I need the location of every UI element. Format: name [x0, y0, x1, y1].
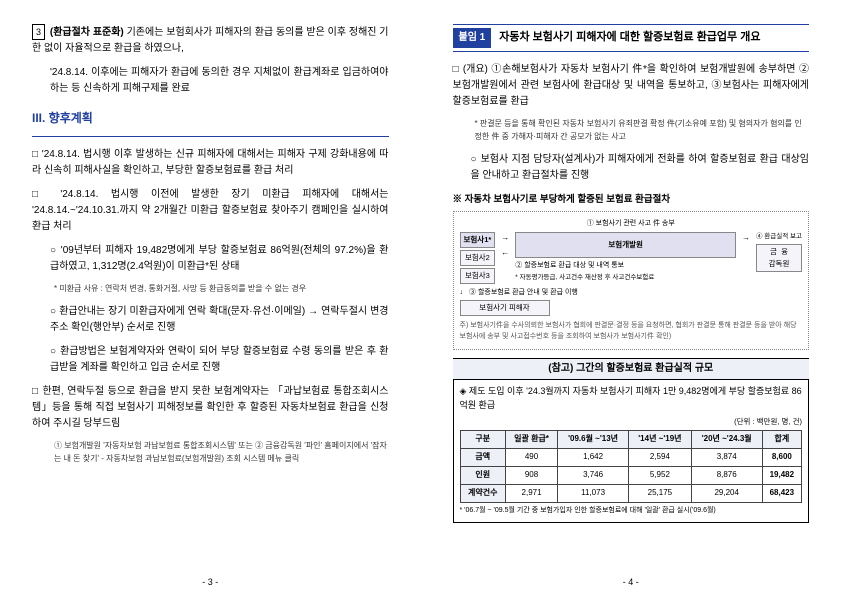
reference-box-body: ◈ 제도 도입 이후 '24.3월까지 자동차 보험사기 피해자 1만 9,48…: [453, 380, 810, 523]
arrow-down-icon: ↓: [460, 287, 464, 298]
page-number-left: - 3 -: [202, 575, 218, 589]
diagram-step-3: ③ 할증보험료 환급 안내 및 환급 이행: [469, 287, 578, 298]
plan-p2: □ '24.8.14. 법시행 이전에 발생한 장기 미환급 피해자에 대해서는…: [32, 187, 389, 235]
overview-p1: □ (개요) ①손해보험사가 자동차 보험사기 件*을 확인하여 보험개발원에 …: [453, 62, 810, 110]
diagram-step-4: ④ 환급실적 보고: [756, 232, 802, 242]
reference-box-title: (참고) 그간의 할증보험료 환급실적 규모: [453, 358, 810, 380]
diagram-footnote: 주) 보험사기件을 수사의뢰한 보험사가 협회에 판결문·결정 등을 요청하면,…: [460, 320, 803, 342]
th-period1: '09.6월 ~'13년: [558, 431, 629, 449]
table-header: 구분 일괄 환급* '09.6월 ~'13년 '14년 ~'19년 '20년 ~…: [460, 431, 802, 449]
attachment-badge: 붙임 1: [453, 28, 492, 48]
section-3-heading: III. 향후계획: [32, 109, 389, 128]
diagram-arrows-2: →: [742, 232, 750, 245]
plan-p1: □ '24.8.14. 법시행 이후 발생하는 신규 피해자에 대해서는 피해자…: [32, 147, 389, 179]
page-left: 3 (환급절차 표준화) 기존에는 보험회사가 피해자의 환급 동의를 받은 이…: [0, 0, 421, 595]
plan-p2-note: * 미환급 사유 : 연락처 변경, 통화거절, 사망 등 환급동의를 받을 수…: [32, 283, 389, 296]
item-3-sub: '24.8.14. 이후에는 피해자가 환급에 동의한 경우 지체없이 환급계좌…: [32, 65, 389, 97]
item-3: 3 (환급절차 표준화) 기존에는 보험회사가 피해자의 환급 동의를 받은 이…: [32, 24, 389, 57]
arrow-left-icon: ←: [501, 247, 509, 260]
overview-note: * 판결문 등을 통해 확인된 자동차 보험사기 유죄판결 확정 件(기소유예 …: [453, 118, 810, 144]
table-body: 금액 490 1,642 2,594 3,874 8,600 인원 908 3,…: [460, 449, 802, 502]
diagram-box-kidi: 보험개발원: [515, 232, 736, 258]
diagram-bottom-row: ↓ ③ 할증보험료 환급 안내 및 환급 이행: [460, 287, 803, 298]
page-right: 붙임 1 자동차 보험사기 피해자에 대한 할증보험료 환급업무 개요 □ (개…: [421, 0, 841, 595]
table-footnote: * '06.7월 ~ '09.5월 기간 중 보험가입자 인한 할증보험료에 대…: [460, 505, 803, 516]
diagram-step-1: ① 보험사기 관련 사고 件 송부: [460, 218, 803, 229]
refund-summary-table: 구분 일괄 환급* '09.6월 ~'13년 '14년 ~'19년 '20년 ~…: [460, 430, 803, 502]
diagram-box-victim: 보험사기 피해자: [460, 300, 550, 316]
th-total: 합계: [762, 431, 801, 449]
diagram-box-insurer2: 보험사2: [460, 250, 496, 266]
arrow-right-icon: →: [742, 232, 750, 245]
diagram-center-col: 보험개발원 ② 할증보험료 환급 대상 및 내역 통보 * 자동평가등급, 사고…: [515, 232, 736, 284]
diagram-box-insurer3: 보험사3: [460, 268, 496, 284]
table-row: 계약건수 2,971 11,073 25,175 29,204 68,423: [460, 484, 802, 502]
attachment-title-row: 붙임 1 자동차 보험사기 피해자에 대한 할증보험료 환급업무 개요: [453, 24, 810, 52]
page-number-right: - 4 -: [623, 575, 639, 589]
th-period3: '20년 ~'24.3월: [691, 431, 762, 449]
reference-lead: ◈ 제도 도입 이후 '24.3월까지 자동차 보험사기 피해자 1만 9,48…: [460, 384, 803, 413]
diagram-step-2-note: * 자동평가등급, 사고건수 재산정 후 사고건수보험료: [515, 273, 736, 283]
item-3-title: (환급절차 표준화): [50, 27, 124, 38]
table-unit-label: (단위 : 백만원, 명, 건): [460, 416, 803, 428]
attachment-title: 자동차 보험사기 피해자에 대한 할증보험료 환급업무 개요: [499, 29, 760, 47]
diagram-box-fss: 금 융 감독원: [756, 244, 802, 272]
diagram-arrows-1: → ←: [501, 232, 509, 260]
plan-p2-sub2: ○ 환급안내는 장기 미환급자에게 연락 확대(문자·유선·이메일) → 연락두…: [32, 304, 389, 336]
th-bulk: 일괄 환급*: [505, 431, 557, 449]
table-row: 금액 490 1,642 2,594 3,874 8,600: [460, 449, 802, 467]
item-number-3: 3: [32, 24, 45, 40]
section-divider: [32, 136, 389, 137]
diagram-title: ※ 자동차 보험사기로 부당하게 할증된 보험료 환급절차: [453, 192, 810, 207]
diagram-step-2: ② 할증보험료 환급 대상 및 내역 통보: [515, 260, 736, 271]
plan-p2-sub3: ○ 환급방법은 보험계약자와 연락이 되어 부당 할증보험료 수령 동의를 받은…: [32, 344, 389, 376]
arrow-right-icon: →: [501, 232, 509, 245]
diagram-body: 보험사1* 보험사2 보험사3 → ← 보험개발원 ② 할증보험료 환급 대상 …: [460, 232, 803, 284]
refund-process-diagram: ① 보험사기 관련 사고 件 송부 보험사1* 보험사2 보험사3 → ← 보험…: [453, 211, 810, 350]
plan-p2-sub1: ○ '09년부터 피해자 19,482명에게 부당 할증보험료 86억원(전체의…: [32, 243, 389, 275]
diagram-box-insurer1: 보험사1*: [460, 232, 496, 248]
table-row: 인원 908 3,746 5,952 8,876 19,482: [460, 466, 802, 484]
diagram-fss-col: ④ 환급실적 보고 금 융 감독원: [756, 232, 802, 272]
th-category: 구분: [460, 431, 505, 449]
overview-sub: ○ 보험사 지점 담당자(설계사)가 피해자에게 전화를 하여 할증보험료 환급…: [453, 152, 810, 184]
plan-p3: □ 한편, 연락두절 등으로 환급을 받지 못한 보험계약자는 「과납보험료 통…: [32, 384, 389, 432]
diagram-insurers-col: 보험사1* 보험사2 보험사3: [460, 232, 496, 284]
plan-p3-note: ① 보험개발원 '자동차보험 과납보험료 통합조회시스템' 또는 ② 금융감독원…: [32, 440, 389, 466]
th-period2: '14년 ~'19년: [629, 431, 692, 449]
